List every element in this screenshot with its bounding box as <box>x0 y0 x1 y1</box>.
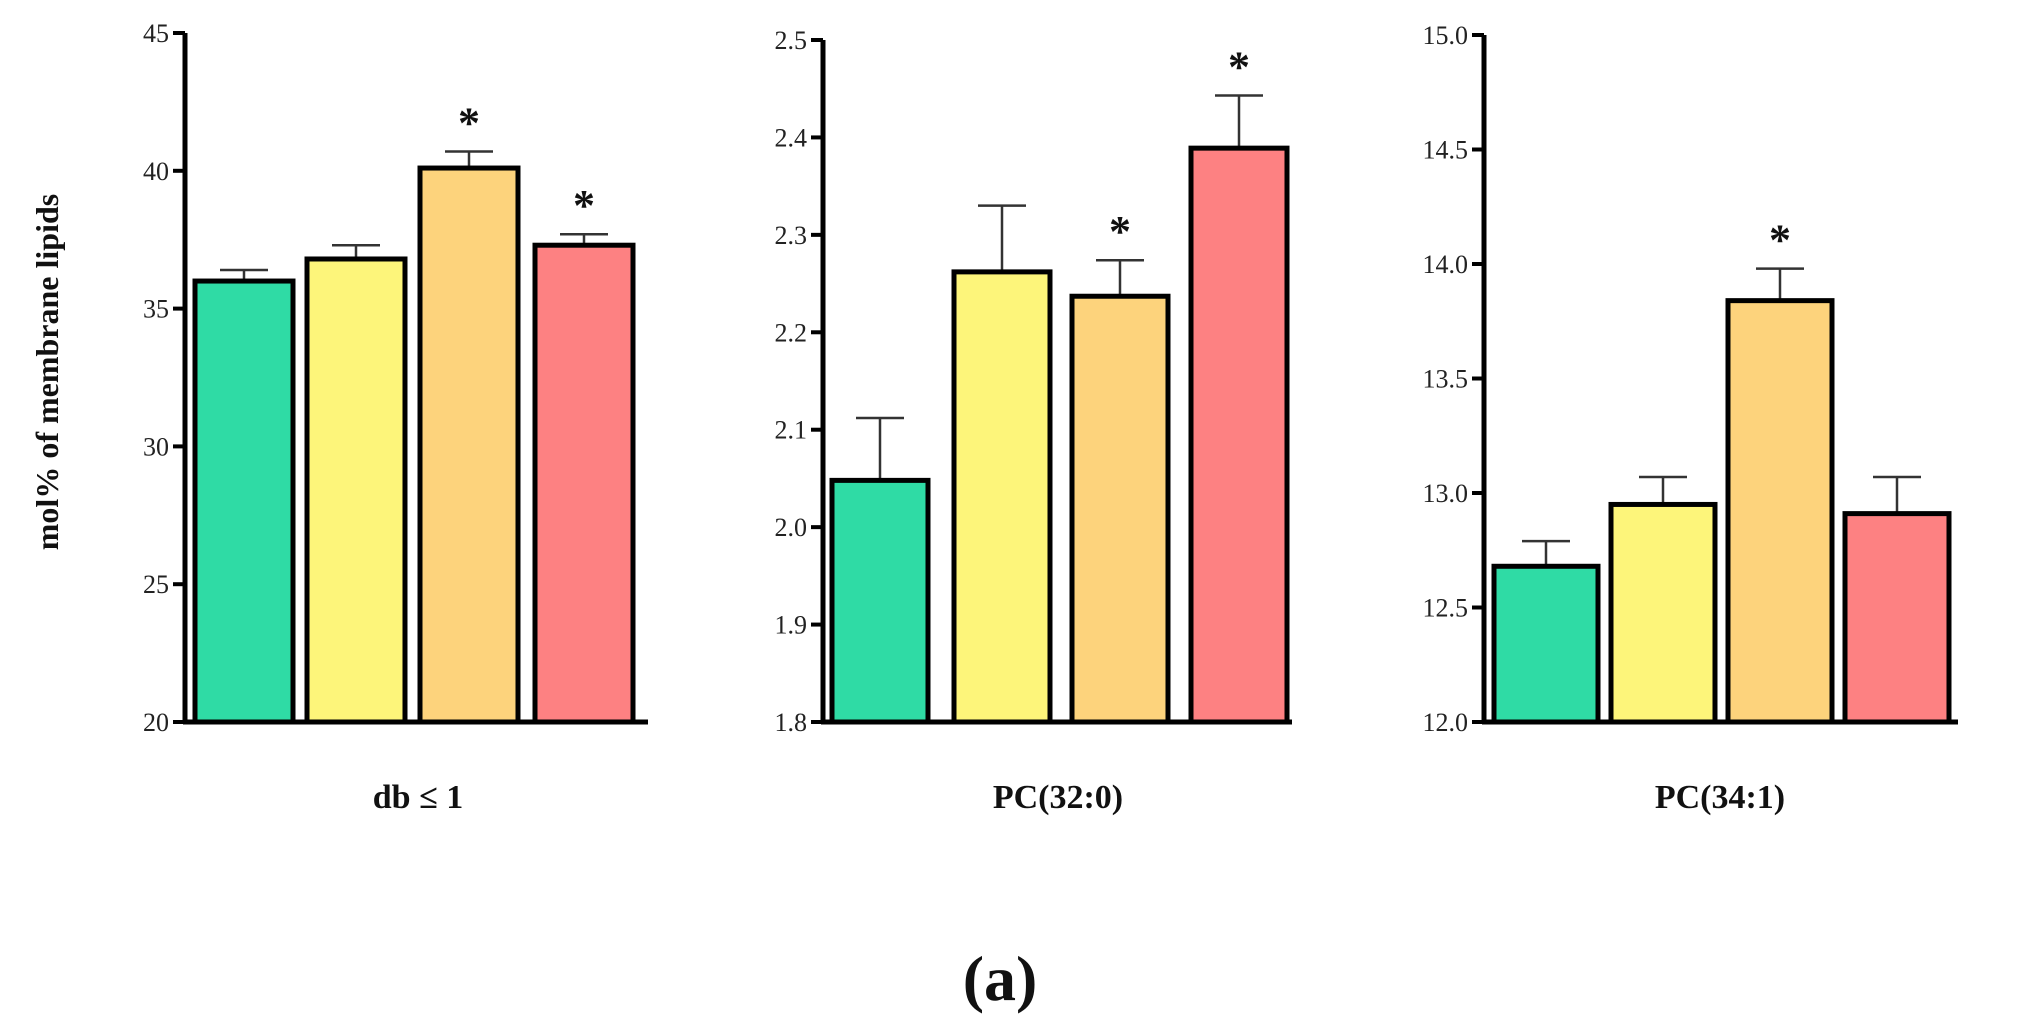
chart-panel-pc-34-1: 12.0 12.5 13.0 13.5 14.0 14.5 15.0 * PC(34:1) <box>1423 21 1958 816</box>
y-tick-label: 13.5 <box>1423 365 1469 394</box>
y-tick-label: 25 <box>143 570 169 599</box>
bar-pc-32-0-2 <box>951 269 1053 725</box>
y-tick-label: 20 <box>143 708 169 737</box>
significance-marker: * <box>1109 207 1131 256</box>
bar-pc-34-1-2 <box>1608 501 1718 725</box>
bar-db-le-1-4 <box>532 242 636 725</box>
bar-pc-32-0-4 <box>1188 145 1290 725</box>
chart-panel-pc-32-0: 1.8 1.9 2.0 2.1 2.2 2.3 2.4 2.5 * * PC(32:0) <box>775 26 1292 816</box>
panel-label: (a) <box>963 943 1038 1014</box>
bar-db-le-1-3 <box>417 165 521 725</box>
bar-pc-32-0-1 <box>829 477 931 725</box>
y-axis-label: mol% of membrane lipids <box>29 194 65 550</box>
bar-db-le-1-2 <box>304 256 408 725</box>
y-tick-label: 14.0 <box>1423 250 1469 279</box>
y-tick-label: 30 <box>143 432 169 461</box>
bar-pc-34-1-1 <box>1491 563 1601 725</box>
y-tick-label: 2.4 <box>775 123 808 152</box>
y-tick-label: 35 <box>143 295 169 324</box>
y-tick-label: 45 <box>143 19 169 48</box>
y-tick-label: 2.0 <box>775 513 808 542</box>
significance-marker: * <box>458 99 480 148</box>
significance-marker: * <box>1228 43 1250 92</box>
bar-pc-32-0-3 <box>1069 293 1171 725</box>
bar-db-le-1-1 <box>192 278 296 725</box>
y-tick-label: 1.9 <box>775 611 808 640</box>
chart-panel-db-le-1: 20 25 30 35 40 45 * * db ≤ 1 <box>143 19 648 816</box>
x-axis-label: db ≤ 1 <box>373 779 463 816</box>
bar-pc-34-1-3 <box>1725 298 1835 725</box>
y-tick-label: 1.8 <box>775 708 808 737</box>
y-tick-label: 12.0 <box>1423 708 1469 737</box>
y-tick-label: 13.0 <box>1423 479 1469 508</box>
y-tick-label: 14.5 <box>1423 136 1469 165</box>
y-tick-label: 2.2 <box>775 318 808 347</box>
y-tick-label: 12.5 <box>1423 594 1469 623</box>
significance-marker: * <box>1769 216 1791 265</box>
significance-marker: * <box>573 181 595 230</box>
y-tick-label: 2.5 <box>775 26 808 55</box>
bar-pc-34-1-4 <box>1842 511 1952 725</box>
y-tick-label: 15.0 <box>1423 21 1469 50</box>
y-tick-label: 2.1 <box>775 416 808 445</box>
y-tick-label: 40 <box>143 157 169 186</box>
x-axis-label: PC(32:0) <box>993 779 1123 816</box>
y-tick-label: 2.3 <box>775 221 808 250</box>
x-axis-label: PC(34:1) <box>1655 779 1785 816</box>
